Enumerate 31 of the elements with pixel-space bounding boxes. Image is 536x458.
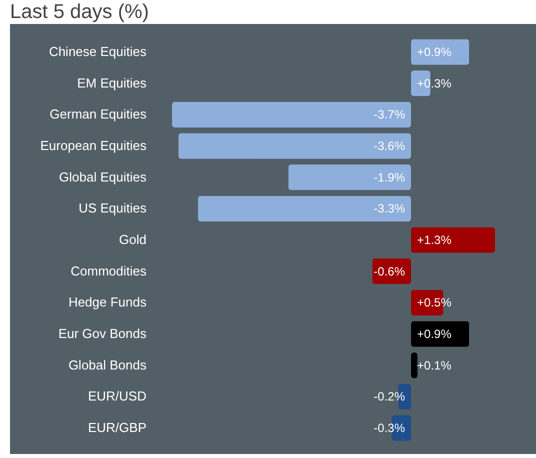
y-tick-label: German Equities <box>50 106 147 122</box>
chart-title: Last 5 days (%) <box>9 0 150 24</box>
y-tick-label: EM Equities <box>77 75 147 90</box>
data-label: +1.3% <box>417 233 452 247</box>
y-tick-label: US Equities <box>78 200 147 216</box>
y-tick-label: EUR/USD <box>88 388 146 404</box>
y-tick-label: Global Equities <box>59 169 147 184</box>
data-label: -3.6% <box>374 138 406 153</box>
data-label: +0.5% <box>417 296 452 310</box>
y-tick-label: Commodities <box>70 263 147 278</box>
bar <box>411 227 495 253</box>
bar <box>288 164 412 190</box>
bar <box>178 133 412 159</box>
data-label: +0.9% <box>417 44 452 59</box>
data-label: -0.2% <box>374 390 406 404</box>
data-label: -0.3% <box>374 421 406 436</box>
y-tick-label: EUR/GBP <box>88 420 146 436</box>
data-label: -0.6% <box>374 264 406 278</box>
data-label: -1.9% <box>374 170 406 184</box>
bar <box>172 102 412 128</box>
y-tick-label: Chinese Equities <box>48 44 147 59</box>
data-label: -3.7% <box>374 108 406 122</box>
y-tick-label: Gold <box>119 232 146 247</box>
data-label: +0.1% <box>417 358 452 372</box>
y-tick-label: Eur Gov Bonds <box>58 326 147 342</box>
data-label: -3.3% <box>374 202 406 216</box>
y-tick-label: European Equities <box>40 138 147 153</box>
bar <box>198 196 412 222</box>
y-tick-label: Hedge Funds <box>68 294 147 310</box>
y-tick-label: Global Bonds <box>68 357 147 372</box>
data-label: +0.9% <box>417 327 452 342</box>
